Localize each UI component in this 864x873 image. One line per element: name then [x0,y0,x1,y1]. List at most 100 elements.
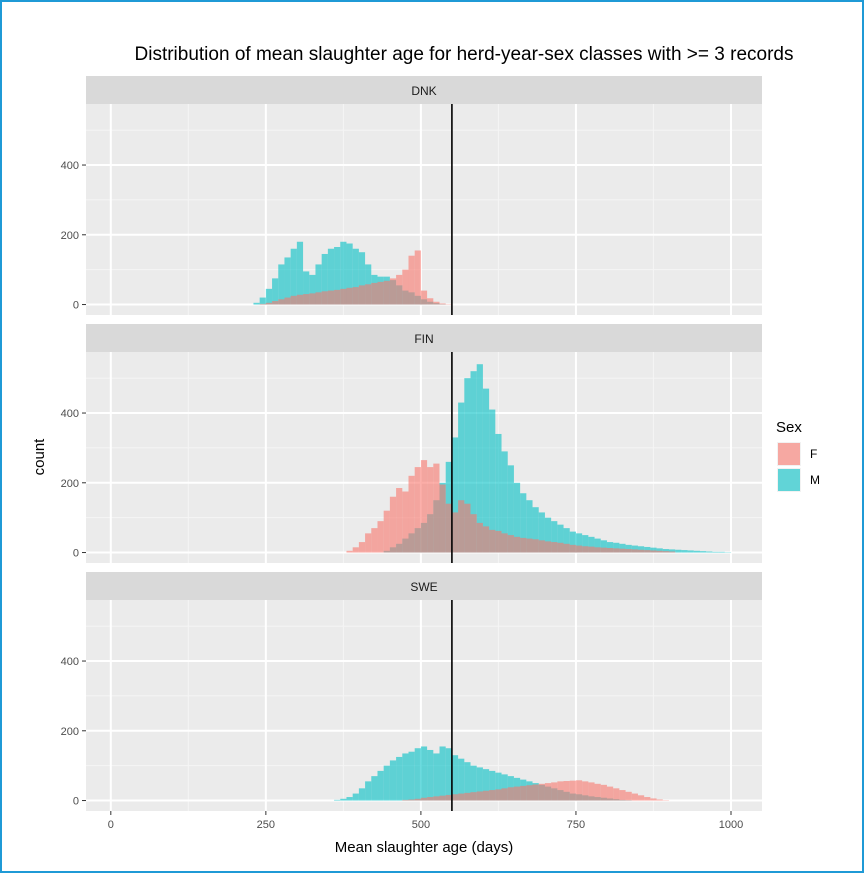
bar-swe-m [408,751,415,801]
bar-dnk-f [272,301,279,305]
y-tick-label: 200 [61,230,79,242]
bar-swe-m [476,767,483,801]
bar-fin-m [557,524,564,553]
bar-swe-f [526,785,533,801]
bar-swe-f [538,783,545,801]
bar-fin-f [346,550,353,553]
legend-key-m [778,469,800,491]
bar-swe-m [495,772,502,801]
bar-fin-f [420,460,428,553]
bar-dnk-m [253,302,260,305]
bar-dnk-m [327,248,335,305]
bar-fin-f [365,533,372,553]
bar-dnk-f [433,301,440,305]
bar-dnk-f [303,294,310,305]
bar-swe-f [408,799,415,801]
bar-dnk-m [259,297,266,305]
bar-dnk-f [414,250,421,305]
bar-swe-f [575,780,583,801]
bar-fin-f [489,529,496,553]
bar-dnk-f [358,285,366,305]
bar-fin-m [551,521,558,553]
y-tick-label: 200 [61,726,79,738]
bar-fin-m [600,540,607,553]
bar-swe-m [377,770,384,801]
bar-swe-f [476,791,483,801]
bar-fin-f [458,500,465,553]
bar-dnk-f [321,291,328,305]
bar-fin-m [699,551,707,553]
bar-fin-f [551,542,558,553]
bar-fin-m [575,533,583,553]
bar-swe-f [582,781,589,801]
bar-swe-m [445,748,452,801]
bar-swe-f [650,798,657,801]
y-tick-label: 0 [73,300,79,312]
legend-key-f [778,443,800,465]
bar-fin-f [644,550,651,553]
bar-swe-f [520,785,527,801]
bar-fin-f [606,548,614,553]
bar-swe-m [489,770,496,801]
bar-fin-m [631,545,638,553]
bar-dnk-f [265,302,273,305]
bar-fin-f [650,550,657,553]
bar-fin-f [557,542,564,553]
bar-swe-f [495,789,502,801]
bar-fin-m [482,388,490,553]
bar-swe-f [637,795,645,801]
bar-dnk-f [383,280,390,305]
bar-swe-f [563,781,570,801]
bar-fin-m [693,550,700,553]
bar-swe-f [489,790,496,801]
bar-swe-f [606,786,614,801]
bar-dnk-f [309,293,316,305]
bar-swe-f [600,784,607,801]
bar-swe-f [544,783,552,801]
bar-swe-m [396,756,403,801]
bar-swe-m [402,753,409,801]
bar-fin-f [402,491,409,553]
bar-dnk-f [284,297,291,305]
bar-swe-f [532,784,539,801]
bar-dnk-f [402,269,409,305]
bar-fin-f [358,542,366,553]
bar-dnk-m [284,257,291,305]
bar-fin-m [563,528,570,553]
bar-swe-m [439,746,446,801]
bar-fin-f [600,547,607,553]
bar-swe-m [389,760,397,801]
bar-dnk-f [334,289,341,305]
bar-fin-f [594,547,601,553]
bar-swe-f [619,790,626,801]
bar-fin-m [582,535,589,553]
bar-dnk-f [296,294,304,305]
bar-fin-f [464,503,471,553]
bar-swe-f [482,790,490,801]
bar-fin-m [625,544,632,553]
bar-fin-f [526,538,533,553]
bar-fin-f [371,528,378,553]
bar-dnk-f [389,278,397,305]
bar-fin-m [613,542,620,553]
bar-fin-m [718,551,725,553]
bar-fin-m [532,507,539,553]
bar-fin-f [613,548,620,553]
bar-fin-m [606,542,614,553]
bar-fin-m [681,550,688,553]
bar-fin-f [414,467,421,553]
bar-swe-m [340,798,347,801]
bar-dnk-f [340,288,347,305]
bar-fin-m [619,543,626,553]
bar-fin-f [520,537,527,553]
bar-fin-f [439,484,446,553]
bar-fin-f [377,521,384,553]
bar-fin-m [458,402,465,553]
bar-fin-m [464,378,471,553]
bar-swe-f [551,782,558,801]
x-tick-label: 500 [412,819,430,831]
bar-dnk-f [327,290,335,305]
bar-dnk-m [340,241,347,305]
bar-fin-f [569,544,576,553]
bar-swe-m [346,797,353,801]
